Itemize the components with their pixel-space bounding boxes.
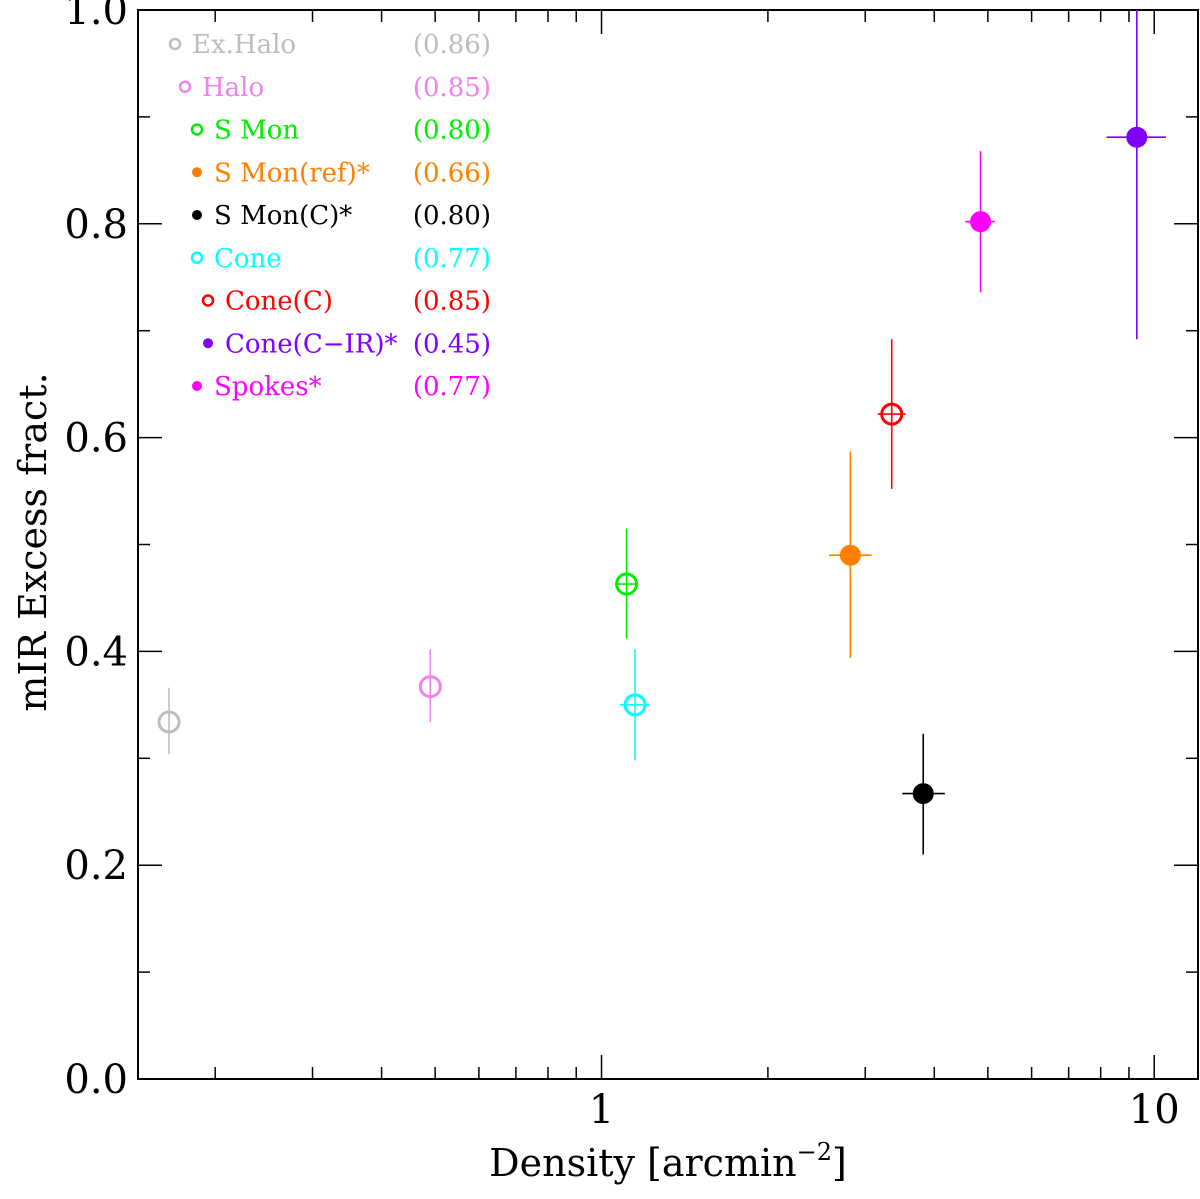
legend-entry-cone-c-ir: Cone(C−IR)* (0.45) <box>203 329 491 359</box>
point-ex-halo <box>157 687 181 755</box>
legend-label: S Mon(C)* <box>214 201 352 231</box>
legend-entry-ex-halo: Ex.Halo (0.86) <box>168 30 491 60</box>
legend-marker-open <box>190 123 204 136</box>
y-tick-label: 0.2 <box>64 843 128 889</box>
x-tick-label: 1 <box>589 1087 614 1133</box>
legend-label: Cone(C−IR)* <box>225 329 398 359</box>
marker-open <box>615 572 639 596</box>
axes: 0.0 0.2 0.4 0.6 0.8 1.0 1 10 <box>64 0 1199 1133</box>
legend-entry-cone-c: Cone(C) (0.85) <box>201 287 491 317</box>
y-tick-label: 0.8 <box>64 202 128 248</box>
legend-label: Ex.Halo <box>192 30 296 60</box>
legend-label: Halo <box>202 73 264 103</box>
legend-entry-cone: Cone (0.77) <box>190 244 491 274</box>
marker-filled <box>912 783 934 805</box>
legend-value: (0.80) <box>413 201 491 231</box>
legend-marker-open <box>190 251 204 264</box>
legend-label: S Mon(ref)* <box>214 158 370 188</box>
point-cone-c <box>877 339 906 489</box>
y-tick-label: 0.4 <box>64 629 128 675</box>
legend-value: (0.77) <box>413 244 491 274</box>
legend-value: (0.86) <box>413 30 491 60</box>
marker-filled <box>970 211 992 233</box>
marker-open <box>157 710 181 734</box>
point-halo <box>418 649 442 722</box>
x-axis-title: Density [arcmin−2] <box>489 1138 847 1185</box>
legend-label: Cone <box>214 244 282 274</box>
legend-marker-open <box>168 37 182 51</box>
legend-value: (0.85) <box>413 73 491 103</box>
point-s-mon-ref <box>829 451 872 658</box>
legend-label: Cone(C) <box>225 287 333 317</box>
y-tick-label: 1.0 <box>64 0 128 34</box>
legend-marker-filled <box>192 167 202 178</box>
point-cone-c-ir <box>1106 10 1166 340</box>
legend-entry-halo: Halo (0.85) <box>178 73 491 103</box>
legend-value: (0.80) <box>413 116 491 146</box>
legend-value: (0.85) <box>413 287 491 317</box>
legend-marker-filled <box>192 381 202 391</box>
x-axis-title-exponent: −2 <box>797 1138 832 1166</box>
marker-open <box>880 402 904 426</box>
legend-entry-s-mon: S Mon (0.80) <box>190 116 491 146</box>
y-tick-label: 0.6 <box>64 416 128 462</box>
legend-marker-open <box>201 294 215 307</box>
marker-filled <box>839 544 861 566</box>
legend-entry-s-mon-c: S Mon(C)* (0.80) <box>192 201 491 231</box>
legend-value: (0.66) <box>413 158 491 188</box>
y-axis-title: mIR Excess fract. <box>11 372 55 711</box>
legend-label: Spokes* <box>214 372 322 402</box>
legend-entry-s-mon-ref: S Mon(ref)* (0.66) <box>192 158 491 188</box>
marker-open <box>623 693 647 717</box>
point-s-mon-c <box>902 733 945 855</box>
point-s-mon <box>615 528 639 639</box>
y-tick-label: 0.0 <box>64 1057 128 1103</box>
marker-open <box>418 675 442 699</box>
legend-value: (0.77) <box>413 372 491 402</box>
legend-entry-spokes: Spokes* (0.77) <box>192 372 491 402</box>
legend-marker-filled <box>203 338 213 349</box>
legend-label: S Mon <box>214 116 299 146</box>
point-cone <box>619 649 650 761</box>
x-axis-title-main: Density [arcmin <box>489 1141 797 1185</box>
point-spokes <box>965 151 995 293</box>
legend-marker-filled <box>192 210 202 220</box>
data-points <box>157 10 1166 855</box>
marker-filled <box>1126 126 1148 148</box>
legend-value: (0.45) <box>413 329 491 359</box>
x-tick-label: 10 <box>1129 1087 1180 1133</box>
legend: Ex.Halo (0.86)Halo (0.85)S Mon (0.80)S Mon(… <box>168 30 491 402</box>
legend-marker-open <box>178 80 192 93</box>
x-axis-title-suffix: ] <box>832 1141 847 1185</box>
